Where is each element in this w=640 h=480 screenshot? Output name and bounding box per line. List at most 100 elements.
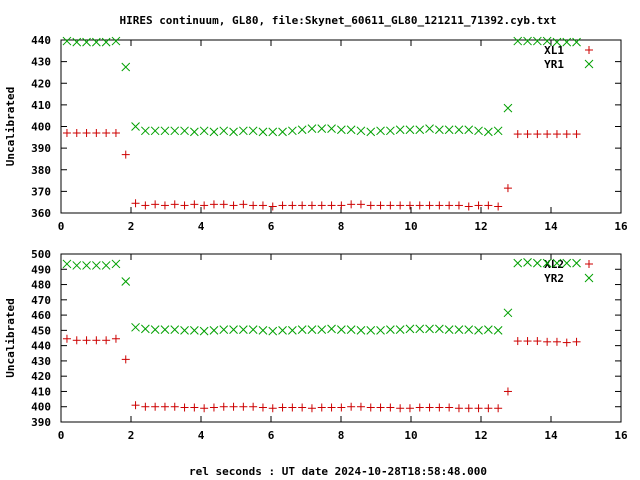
y-tick-label: 440 — [31, 340, 51, 353]
plus-marker — [317, 403, 326, 412]
cross-marker — [503, 308, 513, 318]
legend-marker — [584, 59, 594, 69]
plus-marker — [543, 337, 552, 346]
plus-marker — [405, 201, 414, 210]
chart-title: HIRES continuum, GL80, file:Skynet_60611… — [119, 14, 556, 27]
y-tick-label: 420 — [31, 77, 51, 90]
x-tick-label: 16 — [614, 429, 628, 442]
plus-marker — [552, 130, 561, 139]
cross-marker — [150, 325, 160, 334]
plus-marker — [200, 404, 209, 413]
plus-marker — [474, 404, 483, 413]
y-tick-label: 440 — [31, 34, 51, 47]
plus-marker — [435, 201, 444, 210]
plus-marker — [190, 200, 199, 209]
plus-marker — [474, 201, 483, 210]
plus-marker — [445, 201, 454, 210]
cross-marker — [140, 126, 150, 136]
x-tick-label: 2 — [128, 220, 135, 233]
x-tick-label: 4 — [198, 220, 205, 233]
plus-marker — [464, 404, 473, 413]
plus-marker — [209, 403, 218, 412]
cross-marker — [336, 125, 346, 135]
cross-marker — [425, 124, 434, 134]
cross-marker — [542, 36, 552, 46]
plus-marker — [337, 201, 346, 210]
cross-marker — [278, 127, 287, 137]
plus-marker — [92, 336, 101, 345]
plus-marker — [249, 402, 258, 411]
plus-marker — [239, 200, 248, 209]
y-tick-label: 390 — [31, 142, 51, 155]
plus-marker — [317, 201, 326, 210]
plus-marker — [268, 404, 277, 413]
cross-marker — [140, 324, 150, 334]
cross-marker — [376, 126, 385, 136]
x-tick-label: 0 — [58, 429, 65, 442]
x-tick-label: 6 — [268, 429, 275, 442]
cross-marker — [297, 325, 307, 334]
plus-marker — [356, 402, 365, 411]
cross-marker — [562, 37, 572, 47]
plus-marker — [229, 402, 238, 411]
cross-marker — [199, 326, 209, 336]
plus-marker — [82, 128, 91, 137]
cross-marker — [317, 124, 327, 134]
cross-marker — [356, 326, 366, 335]
cross-marker — [395, 125, 405, 135]
plus-marker — [209, 200, 218, 209]
plus-marker — [278, 403, 287, 412]
x-tick-label: 16 — [614, 220, 628, 233]
plus-marker — [572, 130, 581, 139]
cross-marker — [287, 326, 297, 335]
cross-marker — [121, 277, 131, 286]
plus-marker — [523, 337, 532, 346]
x-tick-label: 12 — [474, 429, 487, 442]
y-tick-label: 450 — [31, 324, 51, 337]
cross-marker — [552, 37, 562, 47]
top-panel: 360 370 380 390 400 410 420 430 440 0 2 4 6 8 10 12 14 16… — [4, 34, 628, 233]
cross-marker — [111, 36, 121, 46]
cross-marker — [209, 326, 219, 335]
plus-marker — [386, 403, 395, 412]
cross-marker — [493, 126, 503, 136]
cross-marker — [180, 126, 189, 136]
plus-marker — [405, 404, 414, 413]
cross-marker — [219, 325, 229, 334]
plus-marker — [180, 201, 189, 210]
cross-marker — [131, 122, 140, 131]
plus-marker — [229, 201, 238, 210]
plus-marker — [72, 336, 81, 345]
plus-marker — [307, 201, 316, 210]
plus-marker — [278, 201, 287, 210]
cross-marker — [474, 126, 483, 136]
plus-marker — [494, 404, 503, 413]
plus-marker — [503, 184, 512, 193]
x-tick-label: 10 — [404, 220, 417, 233]
legend-label: YR1 — [544, 58, 564, 71]
cross-marker — [327, 324, 336, 334]
plus-marker — [249, 201, 258, 210]
cross-marker — [297, 125, 307, 135]
cross-marker — [278, 326, 287, 335]
cross-marker — [62, 36, 72, 46]
cross-marker — [268, 326, 278, 336]
cross-marker — [474, 326, 483, 335]
y-tick-label: 490 — [31, 263, 51, 276]
plus-marker — [386, 201, 395, 210]
cross-marker — [336, 325, 346, 334]
plus-marker — [533, 337, 542, 346]
cross-marker — [415, 324, 425, 334]
cross-marker — [121, 62, 131, 72]
cross-marker — [434, 125, 444, 135]
cross-marker — [444, 325, 454, 334]
cross-marker — [180, 326, 189, 335]
cross-marker — [160, 325, 170, 334]
cross-marker — [385, 126, 395, 136]
cross-marker — [258, 127, 268, 137]
y-tick-label: 430 — [31, 355, 51, 368]
plus-marker — [425, 403, 434, 412]
plus-marker — [170, 402, 179, 411]
plus-marker — [327, 201, 336, 210]
plus-marker — [141, 402, 150, 411]
